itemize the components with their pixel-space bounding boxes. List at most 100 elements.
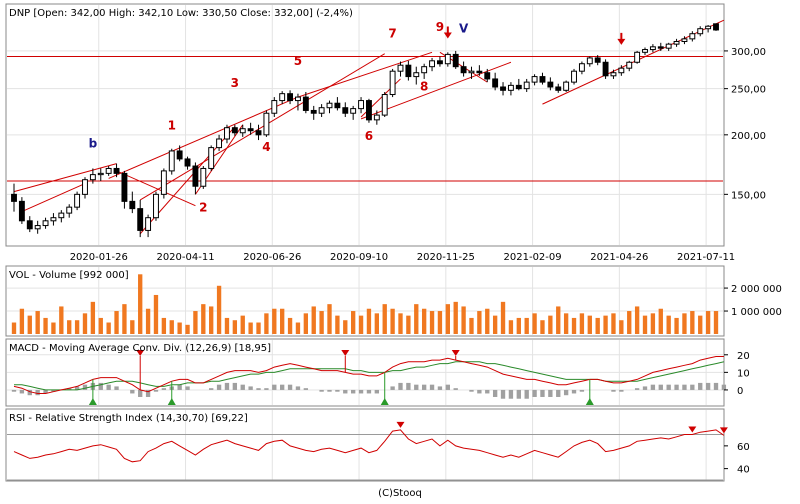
volume-bar [106, 322, 111, 334]
volume-bar [634, 306, 640, 334]
buy-marker [88, 398, 97, 405]
candle-body [168, 150, 175, 172]
volume-bar [343, 320, 348, 334]
volume-bar [287, 317, 293, 334]
macd-hist-bar [11, 389, 17, 392]
candle-body [634, 51, 641, 63]
candle-body [310, 109, 317, 114]
candle-body [452, 53, 459, 68]
candle-body [421, 66, 428, 74]
candle-body [216, 138, 223, 149]
macd-hist-bar [114, 386, 119, 390]
sell-marker [451, 350, 460, 356]
candle-body [436, 60, 443, 65]
candle-body [26, 220, 33, 230]
macd-axis: 0 10 20 [724, 351, 750, 397]
candle-body [618, 67, 625, 74]
volume-bar [650, 313, 656, 334]
volume-bar [406, 315, 411, 334]
y-tick-label: 1 000 000 [731, 307, 782, 318]
wave-label: 6 [365, 129, 373, 143]
candle-body [531, 76, 538, 83]
y-tick-label: 200,00 [731, 131, 766, 142]
buy-marker [585, 398, 594, 405]
volume-bar [82, 313, 88, 334]
volume-bar [209, 306, 214, 334]
candle-body [586, 57, 593, 65]
wave-label: 1 [168, 119, 176, 133]
candle-body [295, 96, 301, 102]
wave-label: 2 [199, 201, 207, 215]
overbought-marker [719, 427, 728, 434]
candle-body [468, 70, 475, 74]
candle-body [255, 130, 262, 136]
macd-grid [7, 340, 723, 405]
wave-label: V [459, 21, 469, 35]
candle-body [381, 94, 388, 116]
candle-body [34, 225, 41, 230]
volume-bar [358, 315, 364, 334]
overbought-marker [688, 426, 697, 433]
y-tick-label: 20 [737, 351, 750, 362]
macd-hist-bar [698, 382, 703, 390]
y-tick-label: 60 [737, 442, 750, 453]
volume-bar [272, 308, 277, 334]
macd-hist-bar [209, 388, 214, 390]
macd-hist-bar [280, 384, 285, 390]
volume-bar [516, 317, 521, 334]
macd-hist-bar [319, 389, 324, 392]
buy-marker [380, 398, 389, 405]
y-tick-label: 300,00 [731, 47, 766, 58]
volume-bar [59, 306, 64, 334]
candle-body [484, 72, 491, 80]
macd-hist-bar [272, 384, 277, 390]
rsi-panel [5, 408, 725, 482]
main-panel [5, 3, 725, 247]
volume-bar [224, 317, 230, 334]
buy-marker [167, 398, 176, 405]
macd-hist-bar [485, 389, 490, 394]
macd-hist-bar [161, 388, 167, 390]
candle-body [405, 64, 412, 78]
wave-labels: b 1 2 3 4 5 6 7 8 9 V [89, 20, 469, 214]
volume-bar [579, 313, 585, 334]
volume-bar [390, 308, 395, 334]
candle-body [429, 60, 435, 68]
x-tick-label: 2020-04-11 [156, 252, 214, 263]
copyright: (C)Stooq [378, 488, 422, 499]
volume-bar [303, 313, 309, 334]
wave-label: 7 [388, 27, 396, 41]
candle-body [689, 33, 696, 40]
macd-header: MACD - Moving Average Conv. Div. (12,26,… [9, 343, 271, 354]
candle-body [66, 206, 73, 214]
volume-bar [19, 308, 25, 334]
volume-bar [153, 294, 159, 334]
candle-body [500, 86, 506, 91]
candle-body [224, 127, 230, 140]
volume-bar [398, 313, 403, 334]
volume-bar [201, 304, 206, 334]
volume-bar [595, 317, 600, 334]
volume-bar [532, 313, 537, 334]
volume-bar [713, 311, 719, 334]
candle-body [523, 81, 530, 90]
candle-body [539, 76, 546, 83]
candle-body [129, 200, 136, 210]
volume-bar [374, 313, 380, 334]
volume-bar [642, 315, 648, 334]
macd-hist-bar [303, 388, 309, 390]
macd-hist-bar [469, 389, 474, 392]
macd-hist-bar [579, 389, 585, 392]
volume-bar [666, 315, 671, 334]
macd-hist-bar [650, 384, 656, 390]
volume-bar [611, 313, 616, 334]
volume-bar [524, 317, 529, 334]
macd-hist-bar [398, 382, 403, 390]
volume-bar [453, 301, 458, 334]
macd-hist-bar [366, 389, 372, 394]
candle-body [18, 200, 25, 222]
volume-bar [421, 308, 427, 334]
macd-hist-bar [563, 389, 569, 396]
macd-hist-bar [335, 389, 340, 392]
